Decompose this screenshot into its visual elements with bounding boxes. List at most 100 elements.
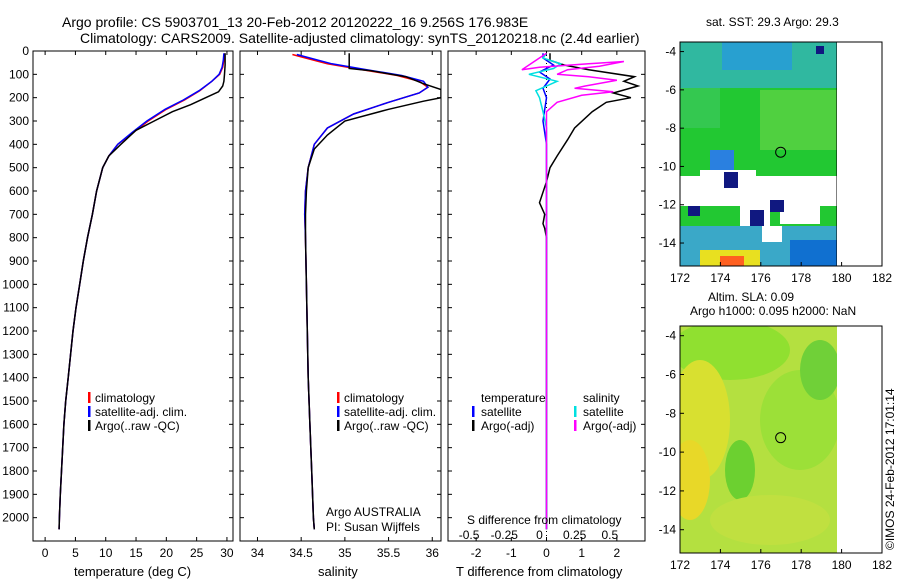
series-line-argo-raw-qc: [304, 53, 441, 530]
map-y-tick-label: -8: [665, 406, 676, 420]
x-tick-label: 30: [220, 546, 234, 560]
legend-swatch-argo: [337, 420, 340, 431]
x-tick-label: 0: [42, 546, 49, 560]
y-tick-label: 600: [9, 184, 29, 198]
y-tick-label: 1400: [2, 371, 29, 385]
y-tick-label: 1000: [2, 277, 29, 291]
figure-title-line1: Argo profile: CS 5903701_13 20-Feb-2012 …: [62, 14, 528, 30]
sla-map-ticks: 172 174 176 178 180 182 -4 -6 -8 -10 -12 -14: [659, 329, 893, 572]
legend-swatch-climatology: [88, 392, 91, 403]
temperature-panel: [32, 50, 234, 542]
sla-map-land: [837, 326, 882, 553]
x-tick-label: 10: [99, 546, 113, 560]
sla-map-title-line1: Altim. SLA: 0.09: [708, 290, 794, 304]
sst-map-field: [680, 42, 837, 266]
map-y-tick-label: -6: [665, 83, 676, 97]
imos-credit: ©IMOS 24-Feb-2012 17:01:14: [883, 388, 897, 550]
map-y-tick-label: -4: [665, 329, 676, 343]
map-y-tick-label: -10: [659, 159, 677, 173]
x-tick-label: 36: [426, 546, 440, 560]
series-line-argo-raw-qc: [58, 53, 226, 530]
sst-map-title: sat. SST: 29.3 Argo: 29.3: [706, 15, 839, 29]
sst-map-ticks: 172 174 176 178 180 182 -4 -6 -8 -10 -12 -14: [659, 45, 893, 285]
x-tick-label: 15: [129, 546, 143, 560]
x-tick-label: 2: [614, 546, 621, 560]
x-tick-label: 35: [338, 546, 352, 560]
legend-swatch-satellite: [337, 406, 340, 417]
y-tick-label: 700: [9, 207, 29, 221]
legend-satellite-label: satellite-adj. clim.: [95, 405, 187, 419]
x-tick-label: 1: [578, 546, 585, 560]
legend-t-satellite-label: satellite: [481, 405, 522, 419]
map-x-tick-label: 176: [751, 558, 771, 572]
sla-map-title-line2: Argo h1000: 0.095 h2000: NaN: [690, 304, 856, 318]
sst-map-axes: [679, 41, 883, 267]
s-tick-label: -0.5: [459, 528, 480, 542]
x-tick-label: 35.5: [377, 546, 401, 560]
map-y-tick-label: -14: [659, 236, 677, 250]
legend-argo-label: Argo(..raw -QC): [344, 419, 429, 433]
series-line-s-argo-adj: [521, 52, 625, 530]
difference-legend: temperature satellite Argo(-adj) salinit…: [472, 391, 636, 433]
legend-argo-label: Argo(..raw -QC): [95, 419, 180, 433]
map-x-tick-label: 180: [832, 271, 852, 285]
y-tick-label: 100: [9, 67, 29, 81]
y-tick-label: 500: [9, 161, 29, 175]
temperature-lines: [58, 53, 226, 530]
map-x-tick-label: 176: [751, 271, 771, 285]
x-tick-label: 25: [190, 546, 204, 560]
legend-swatch-satellite: [88, 406, 91, 417]
salinity-panel: [239, 50, 442, 542]
pi-label: PI: Susan Wijffels: [326, 520, 420, 534]
legend-swatch-t-argo: [472, 420, 475, 431]
map-y-tick-label: -10: [659, 445, 677, 459]
y-tick-label: 900: [9, 254, 29, 268]
legend-swatch-argo: [88, 420, 91, 431]
legend-swatch-s-satellite: [574, 406, 577, 417]
y-tick-label: 1600: [2, 417, 29, 431]
x-tick-label: 5: [72, 546, 79, 560]
map-y-tick-label: -12: [659, 198, 677, 212]
legend-temperature-header: temperature: [481, 391, 546, 405]
difference-lines: [521, 52, 641, 530]
x-tick-label: 34.5: [289, 546, 313, 560]
y-tick-label: 1500: [2, 394, 29, 408]
y-tick-label: 300: [9, 114, 29, 128]
map-x-tick-label: 182: [872, 558, 892, 572]
map-x-tick-label: 174: [710, 271, 730, 285]
legend-climatology-label: climatology: [344, 391, 404, 405]
figure-title-line2: Climatology: CARS2009. Satellite-adjuste…: [80, 30, 640, 46]
y-tick-label: 0: [22, 44, 29, 58]
y-tick-label: 1900: [2, 487, 29, 501]
legend-climatology-label: climatology: [95, 391, 155, 405]
map-y-tick-label: -14: [659, 523, 677, 537]
map-x-tick-label: 178: [791, 558, 811, 572]
sla-map-field: [680, 326, 837, 553]
legend-satellite-label: satellite-adj. clim.: [344, 405, 436, 419]
map-y-tick-label: -6: [665, 368, 676, 382]
y-tick-label: 1700: [2, 441, 29, 455]
y-tick-label: 2000: [2, 511, 29, 525]
temperature-legend: climatology satellite-adj. clim. Argo(..…: [88, 391, 187, 433]
y-tick-label: 1200: [2, 324, 29, 338]
map-x-tick-label: 172: [670, 271, 690, 285]
legend-salinity-header: salinity: [583, 391, 620, 405]
sst-argo-position-marker: [775, 146, 787, 158]
x-tick-label: 0: [543, 546, 550, 560]
map-x-tick-label: 172: [670, 558, 690, 572]
y-tick-label: 400: [9, 137, 29, 151]
sla-argo-position-marker: [775, 432, 787, 444]
map-y-tick-label: -4: [665, 45, 676, 59]
legend-s-satellite-label: satellite: [583, 405, 624, 419]
legend-swatch-t-satellite: [472, 406, 475, 417]
y-tick-label: 1100: [3, 301, 29, 315]
map-y-tick-label: -12: [659, 484, 677, 498]
y-tick-label: 1800: [2, 464, 29, 478]
legend-swatch-s-argo: [574, 420, 577, 431]
sla-map-axes: [679, 325, 883, 554]
legend-t-argo-label: Argo(-adj): [481, 419, 534, 433]
salinity-xlabel: salinity: [318, 564, 358, 579]
salinity-lines: [292, 53, 441, 530]
map-x-tick-label: 180: [832, 558, 852, 572]
